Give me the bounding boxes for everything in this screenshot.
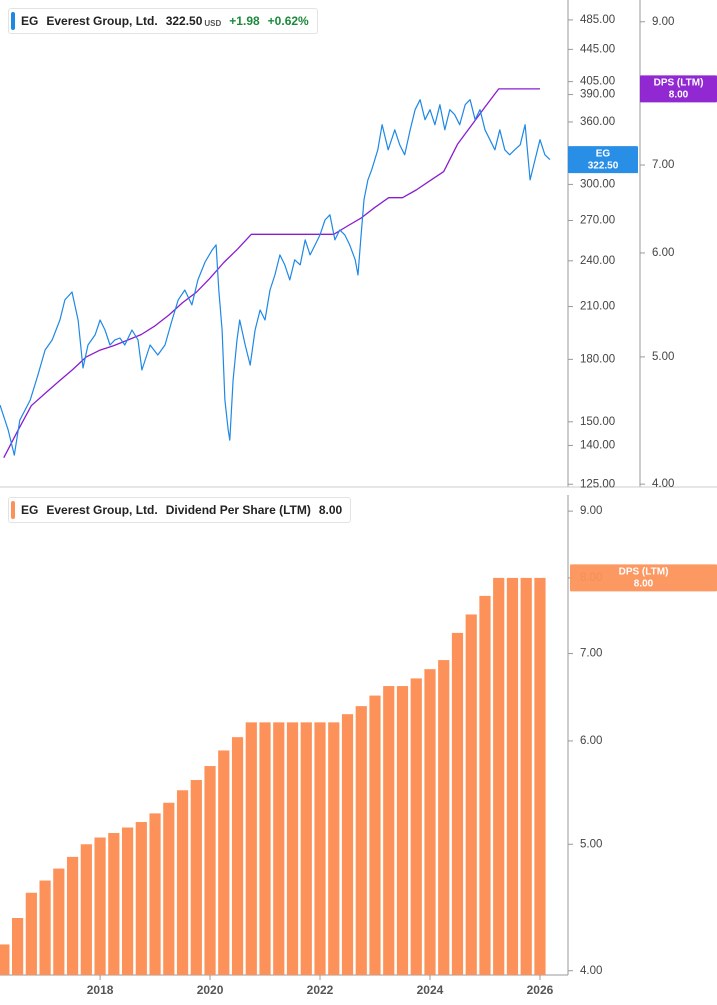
- bar: [410, 678, 422, 975]
- bar: [0, 944, 10, 975]
- x-tick-label: 2020: [197, 983, 224, 997]
- bar: [135, 822, 147, 975]
- axis-tag: [568, 146, 638, 174]
- bar: [259, 722, 271, 975]
- bar: [479, 595, 491, 975]
- axis-tag-label: EG: [596, 148, 611, 159]
- bar: [438, 660, 450, 975]
- y-tick-label: 9.00: [580, 505, 602, 517]
- bar: [465, 614, 477, 975]
- bar: [314, 722, 326, 975]
- bar: [190, 780, 202, 975]
- ticker: EG: [21, 14, 39, 28]
- bar: [53, 868, 65, 975]
- last-value: 8.00: [318, 503, 343, 517]
- y-tick-label: 390.00: [580, 89, 615, 101]
- metric: Dividend Per Share (LTM): [165, 503, 311, 517]
- bar: [534, 577, 546, 975]
- series-line: [0, 99, 551, 456]
- y-tick-label: 240.00: [580, 255, 615, 267]
- bar: [231, 737, 244, 975]
- bar: [11, 918, 24, 975]
- y-tick-label: 445.00: [580, 43, 615, 55]
- y-tick-label: 5.00: [652, 351, 674, 363]
- bar: [506, 577, 519, 975]
- bar: [121, 827, 134, 975]
- axis-tag-value: 322.50: [588, 160, 619, 171]
- y-tick-label: 7.00: [652, 159, 674, 171]
- axis-tag-value: 8.00: [634, 579, 654, 590]
- y-tick-label: 210.00: [580, 301, 615, 313]
- bar: [39, 880, 51, 975]
- x-tick-label: 2022: [307, 983, 334, 997]
- bar: [94, 837, 106, 975]
- bar: [80, 844, 92, 975]
- y-tick-label: 180.00: [580, 353, 615, 365]
- bar: [424, 669, 436, 975]
- y-tick-label: 4.00: [652, 478, 674, 490]
- bar: [176, 790, 189, 975]
- y-tick-label: 4.00: [580, 965, 602, 977]
- bar: [273, 722, 285, 975]
- y-tick-label: 140.00: [580, 439, 615, 451]
- y-tick-label: 5.00: [580, 838, 602, 850]
- bar: [25, 892, 37, 975]
- change-pct: +0.62%: [267, 14, 309, 28]
- bar: [163, 802, 175, 975]
- company: Everest Group, Ltd.: [46, 14, 158, 28]
- legend-marker: [11, 12, 15, 30]
- currency: USD: [204, 18, 222, 28]
- bar: [341, 714, 354, 975]
- bar: [369, 695, 381, 975]
- y-tick-label: 9.00: [652, 16, 674, 28]
- y-tick-label: 6.00: [652, 247, 674, 259]
- dps-legend: EG Everest Group, Ltd. Dividend Per Shar…: [8, 497, 352, 523]
- axis-tag-value: 8.00: [669, 90, 689, 101]
- bar: [300, 722, 312, 975]
- last-price: 322.50: [165, 14, 203, 28]
- bar: [286, 722, 299, 975]
- bar: [108, 833, 120, 975]
- series-line: [3, 88, 540, 458]
- y-tick-label: 405.00: [580, 76, 615, 88]
- axis-tag: [640, 75, 717, 103]
- y-tick-label: 360.00: [580, 116, 615, 128]
- y-tick-label: 7.00: [580, 648, 602, 660]
- y-tick-label: 270.00: [580, 215, 615, 227]
- axis-tag-label: DPS (LTM): [654, 78, 704, 89]
- legend-marker: [11, 501, 15, 519]
- ticker: EG: [21, 503, 39, 517]
- x-tick-label: 2024: [417, 983, 444, 997]
- x-tick-label: 2026: [527, 983, 554, 997]
- company: Everest Group, Ltd.: [46, 503, 158, 517]
- price-legend: EG Everest Group, Ltd. 322.50 USD +1.98 …: [8, 8, 318, 34]
- axis-tag-label: DPS (LTM): [619, 567, 669, 578]
- x-tick-label: 2018: [87, 983, 114, 997]
- bar: [204, 766, 216, 975]
- bar: [218, 750, 230, 975]
- y-tick-label: 485.00: [580, 14, 615, 26]
- bar: [451, 632, 464, 975]
- bar: [383, 686, 395, 975]
- y-tick-label: 300.00: [580, 178, 615, 190]
- bar: [66, 856, 79, 975]
- bar: [520, 577, 532, 975]
- bar: [328, 722, 340, 975]
- change: +1.98: [229, 14, 260, 28]
- y-tick-label: 125.00: [580, 478, 615, 490]
- bar: [149, 813, 161, 975]
- bar: [245, 722, 257, 975]
- y-tick-label: 6.00: [580, 735, 602, 747]
- axis-tag: [570, 564, 717, 592]
- y-tick-label: 150.00: [580, 416, 615, 428]
- bar: [355, 706, 367, 975]
- bar: [493, 577, 505, 975]
- bar: [396, 686, 409, 975]
